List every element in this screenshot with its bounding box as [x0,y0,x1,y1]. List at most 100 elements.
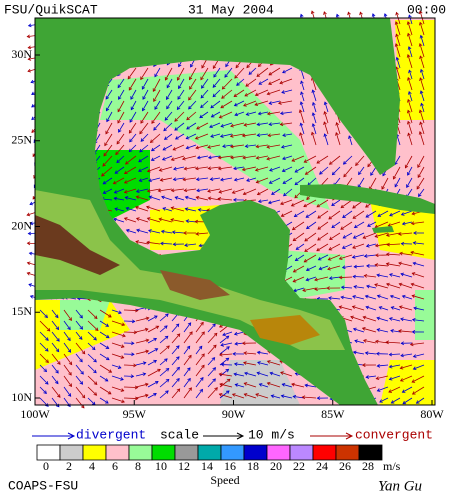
wind-vector [230,144,245,148]
wind-vector [348,135,353,146]
wind-vector-head [80,404,85,409]
wind-vector-head [209,124,213,129]
wind-vector-head [312,101,316,106]
wind-vector-head [406,54,411,58]
wind-vector [302,396,317,399]
wind-vector [183,378,191,388]
wind-vector [391,306,401,311]
wind-vector-head [359,11,363,16]
wind-vector-head [352,235,357,239]
wind-vector-head [366,264,370,268]
wind-vector-head [408,90,412,95]
product-title: FSU/QuikSCAT [4,2,98,17]
wind-vector [282,133,293,136]
wind-vector-head [200,76,204,81]
wind-vector-head [291,158,296,162]
wind-vector [183,331,193,344]
wind-vector-head [221,95,225,99]
wind-vector [390,295,401,300]
wind-vector [306,221,317,229]
wind-vector [75,397,85,409]
wind-vector [400,364,413,369]
wind-vector-head [340,226,344,230]
wind-vector [196,188,209,192]
wind-vector-head [142,96,146,100]
wind-vector [140,133,149,142]
wind-vector [207,323,216,333]
wind-vector-head [43,368,48,373]
wind-vector [129,122,137,134]
wind-vector-head [149,139,154,143]
wind-vector [130,100,137,110]
wind-vector [186,111,197,121]
wind-vector [222,331,233,336]
wind-vector [244,352,257,355]
wind-vector [123,397,138,399]
wind-vector-head [375,376,380,381]
wind-vector [244,89,257,97]
wind-vector [147,393,157,399]
wind-vector-head [55,369,59,374]
wind-vector-head [352,205,356,209]
colorbar-box [220,444,245,461]
wind-vector [304,254,317,263]
wind-vector-head [127,75,132,80]
wind-vector [419,122,425,135]
wind-vector-head [282,156,286,161]
wind-vector [406,177,413,188]
wind-vector-head [91,346,96,351]
wind-vector-head [390,400,395,404]
wind-vector-head [394,183,398,188]
wind-vector [111,342,125,348]
scale-arrow-head [236,432,245,440]
wind-vector [77,297,89,300]
wind-vector [158,188,173,192]
wind-vector-head [419,68,424,73]
wind-vector [142,100,149,111]
wind-vector [147,360,157,366]
wind-vector [39,353,49,363]
wind-vector [172,231,185,234]
wind-vector-head [419,90,424,94]
wind-vector [207,367,216,377]
wind-vector [160,177,173,181]
wind-vector [417,155,425,168]
wind-vector-head [418,193,422,198]
wind-vector [87,364,97,374]
wind-vector-head [244,93,249,97]
wind-vector-head [342,161,347,165]
wind-vector [343,232,353,239]
wind-vector-head [413,231,417,235]
wind-vector-head [67,326,71,331]
wind-vector [113,177,125,185]
wind-vector-head [243,361,247,365]
wind-vector-head [376,328,381,332]
wind-vector [195,377,204,388]
wind-vector [63,375,72,387]
wind-vector [189,67,197,80]
wind-vector [151,155,161,161]
wind-vector [111,364,122,369]
wind-vector [314,276,329,281]
wind-vector-head [234,383,239,387]
wind-vector [171,345,180,355]
wind-vector-head [407,76,411,81]
wind-vector-head [408,69,412,74]
wind-vector [39,375,49,385]
wind-vector-head [217,196,222,201]
wind-vector-head [182,177,187,182]
wind-vector-head [317,215,321,219]
wind-vector [402,295,413,300]
wind-vector-head [266,111,271,116]
wind-vector-head [363,273,368,278]
wind-vector-head [27,231,32,236]
wind-vector-head [418,109,423,114]
wind-vector [165,67,173,81]
wind-vector-head [129,138,133,143]
wind-vector [293,287,305,292]
wind-vector [75,309,83,319]
lon-tick-label: 95W [123,407,147,421]
wind-vector-head [94,327,99,332]
wind-vector-head [188,96,192,101]
wind-vector-head [411,379,416,383]
